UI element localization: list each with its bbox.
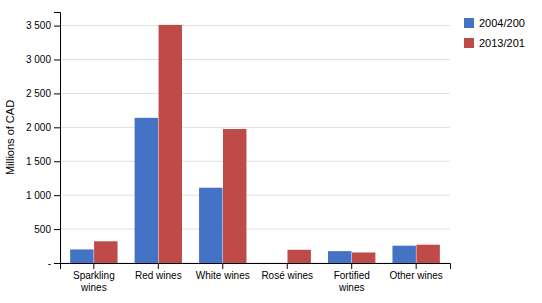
- x-axis: SparklingwinesRed winesWhite winesRosé w…: [61, 263, 451, 293]
- x-tick-label-line: Red wines: [135, 270, 182, 281]
- x-tick-label-line: wines: [80, 282, 107, 293]
- bars: [70, 25, 440, 263]
- x-tick: White wines: [196, 263, 250, 281]
- y-tick-label: 2 500: [26, 88, 51, 99]
- bar: [352, 252, 375, 263]
- x-tick-line: [416, 263, 417, 269]
- y-tick-line: [54, 26, 60, 27]
- grid-line: [60, 229, 450, 230]
- y-tick: 500: [34, 224, 60, 235]
- bar-series: [94, 25, 440, 263]
- legend-item: 2004/200: [464, 17, 525, 29]
- y-tick-label: 2 000: [26, 122, 51, 133]
- legend-label: 2004/200: [479, 17, 525, 29]
- x-tick: Sparklingwines: [73, 263, 115, 293]
- grid-line: [60, 195, 450, 196]
- y-tick-line: [54, 93, 60, 94]
- x-tick-label: Other wines: [389, 270, 442, 281]
- x-tick-line: [287, 263, 288, 269]
- chart: SparklingwinesRed winesWhite winesRosé w…: [0, 0, 542, 303]
- y-tick-label: 1 500: [26, 156, 51, 167]
- bar: [94, 241, 117, 263]
- grid-line: [60, 93, 450, 94]
- legend-label: 2013/201: [479, 37, 525, 49]
- legend-item: 2013/201: [464, 37, 525, 49]
- y-tick: 2 500: [26, 88, 60, 99]
- bar: [135, 118, 158, 263]
- bar: [223, 129, 246, 263]
- x-tick: Fortifiedwines: [334, 263, 370, 293]
- bar-series: [70, 118, 416, 263]
- y-tick-label: -: [48, 258, 51, 269]
- plot: SparklingwinesRed winesWhite winesRosé w…: [4, 13, 451, 293]
- x-tick-label: Rosé wines: [261, 270, 313, 281]
- x-tick-label-line: Rosé wines: [261, 270, 313, 281]
- y-tick-line: [54, 195, 60, 196]
- x-tick-label-line: wines: [338, 282, 365, 293]
- y-tick: 3 000: [26, 54, 60, 65]
- grid-line: [60, 127, 450, 128]
- x-tick-label-line: White wines: [196, 270, 250, 281]
- y-tick: 2 000: [26, 122, 60, 133]
- y-tick: 1 500: [26, 156, 60, 167]
- x-tick: Other wines: [389, 263, 442, 281]
- x-tick-line: [222, 263, 223, 269]
- bar: [328, 251, 351, 263]
- legend-swatch: [464, 18, 474, 28]
- x-tick-label-line: Fortified: [334, 270, 370, 281]
- bar: [70, 249, 93, 263]
- legend: 2004/200 2013/201: [464, 17, 525, 49]
- y-tick: -: [48, 258, 60, 269]
- y-tick: 1 000: [26, 190, 60, 201]
- y-tick-line: [54, 161, 60, 162]
- y-tick-line: [54, 59, 60, 60]
- bar: [416, 245, 439, 263]
- y-tick: 3 500: [26, 20, 60, 31]
- bar: [264, 263, 287, 264]
- bar: [159, 25, 182, 263]
- grid-line: [60, 59, 450, 60]
- x-tick-label: Sparklingwines: [73, 270, 115, 293]
- y-tick-label: 500: [34, 224, 51, 235]
- y-axis-line: [54, 13, 61, 264]
- x-tick-label-line: Sparkling: [73, 270, 115, 281]
- x-tick: Red wines: [135, 263, 182, 281]
- bar: [199, 188, 222, 263]
- legend-swatch: [464, 38, 474, 48]
- x-tick-label: Fortifiedwines: [334, 270, 370, 293]
- x-tick: Rosé wines: [261, 263, 313, 281]
- x-tick-label-line: Other wines: [389, 270, 442, 281]
- x-tick-line: [158, 263, 159, 269]
- bar: [392, 246, 415, 263]
- y-tick-line: [54, 127, 60, 128]
- x-tick-line: [351, 263, 352, 269]
- y-tick-line: [54, 263, 60, 264]
- bar: [287, 250, 310, 263]
- y-axis: - 500 1 000 1 500 2 000 2 500 3 000 3 500: [26, 13, 61, 269]
- grid-line: [60, 25, 450, 26]
- x-tick-label: White wines: [196, 270, 250, 281]
- y-tick-label: 1 000: [26, 190, 51, 201]
- x-axis-line: [61, 264, 451, 270]
- y-tick-line: [54, 229, 60, 230]
- grid: [60, 26, 450, 263]
- grid-line: [60, 161, 450, 162]
- x-tick-label: Red wines: [135, 270, 182, 281]
- y-tick-label: 3 500: [26, 20, 51, 31]
- y-axis-title: Millions of CAD: [4, 100, 16, 175]
- x-tick-line: [93, 263, 94, 269]
- y-tick-label: 3 000: [26, 54, 51, 65]
